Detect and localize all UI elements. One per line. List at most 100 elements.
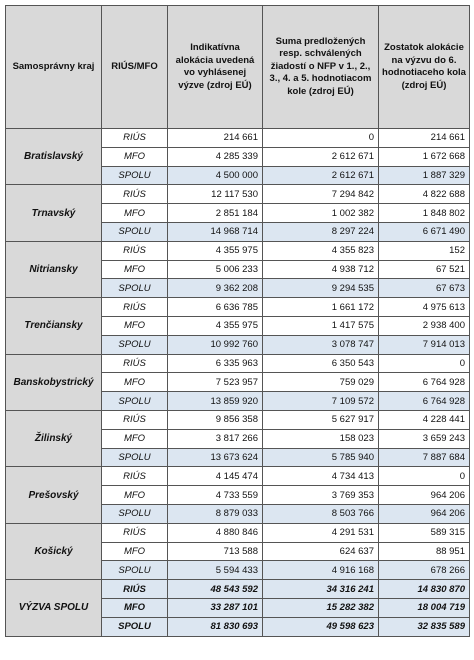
row-type: RIÚS: [101, 184, 168, 205]
alokacia-cell: 13 673 624: [167, 447, 263, 468]
table-row: Trenčiansky RIÚS 6 636 785 1 661 172 4 975 6…: [5, 297, 470, 355]
row-type: RIÚS: [101, 409, 168, 430]
table-row: SPOLU 13 859 920 7 109 572 6 764 928: [6, 391, 470, 411]
suma-cell: 1 002 382: [262, 203, 379, 223]
suma-cell: 4 938 712: [262, 259, 379, 280]
zostatok-cell: 6 671 490: [378, 221, 470, 242]
total-row: MFO 33 287 101 15 282 382 18 004 719: [6, 597, 470, 618]
suma-cell: 8 297 224: [262, 221, 379, 242]
suma-cell: 5 627 917: [262, 409, 379, 430]
suma-cell: 5 785 940: [262, 447, 379, 468]
alokacia-cell: 6 636 785: [167, 297, 263, 317]
alokacia-cell: 713 588: [167, 541, 263, 562]
suma-cell: 49 598 623: [262, 616, 379, 637]
table-row: MFO 2 851 184 1 002 382 1 848 802: [6, 203, 470, 223]
alokacia-cell: 4 285 339: [167, 146, 263, 167]
suma-cell: 7 294 842: [262, 184, 379, 205]
alokacia-cell: 13 859 920: [167, 391, 263, 411]
alokacia-cell: 4 880 846: [167, 522, 263, 543]
table-row: Prešovský RIÚS 4 145 474 4 734 413 0: [5, 466, 470, 524]
alokacia-cell: 6 335 963: [167, 353, 263, 374]
zostatok-cell: 964 206: [378, 485, 470, 505]
row-type: SPOLU: [101, 165, 168, 186]
zostatok-cell: 4 975 613: [378, 297, 470, 317]
header-kraj: Samosprávny kraj: [5, 5, 102, 129]
alokacia-cell: 5 006 233: [167, 259, 263, 280]
row-type: RIÚS: [101, 353, 168, 374]
alokacia-cell: 9 856 358: [167, 409, 263, 430]
suma-cell: 3 078 747: [262, 334, 379, 355]
row-type: MFO: [101, 315, 168, 336]
table-row: SPOLU 5 594 433 4 916 168 678 266: [6, 560, 470, 581]
zostatok-cell: 4 228 441: [378, 409, 470, 430]
zostatok-cell: 678 266: [378, 560, 470, 581]
table-row: SPOLU 10 992 760 3 078 747 7 914 013: [6, 334, 470, 355]
zostatok-cell: 67 673: [378, 278, 470, 299]
suma-cell: 2 612 671: [262, 146, 379, 167]
alokacia-cell: 4 145 474: [167, 466, 263, 487]
region-name: Trenčiansky: [5, 297, 102, 355]
alokacia-cell: 33 287 101: [167, 597, 263, 618]
row-type: MFO: [101, 259, 168, 280]
table-row: Bratislavský RIÚS 214 661 0 214 661: [5, 127, 470, 186]
zostatok-cell: 0: [378, 466, 470, 487]
zostatok-cell: 18 004 719: [378, 597, 470, 618]
region-name: Nitriansky: [5, 240, 102, 299]
header-suma: Suma predložených resp. schválených žiad…: [262, 5, 379, 129]
allocation-table: Samosprávny kraj RIÚS/MFO Indikatívna al…: [5, 5, 470, 637]
alokacia-cell: 3 817 266: [167, 428, 263, 449]
alokacia-cell: 4 733 559: [167, 485, 263, 505]
suma-cell: 6 350 543: [262, 353, 379, 374]
header-row: Samosprávny kraj RIÚS/MFO Indikatívna al…: [5, 5, 470, 129]
alokacia-cell: 10 992 760: [167, 334, 263, 355]
row-type: RIÚS: [101, 579, 168, 599]
table-row: MFO 4 733 559 3 769 353 964 206: [6, 485, 470, 505]
row-type: RIÚS: [101, 522, 168, 543]
zostatok-cell: 67 521: [378, 259, 470, 280]
alokacia-cell: 4 355 975: [167, 240, 263, 261]
zostatok-cell: 214 661: [378, 128, 470, 148]
alokacia-cell: 14 968 714: [167, 221, 263, 242]
alokacia-cell: 7 523 957: [167, 372, 263, 393]
row-type: SPOLU: [101, 278, 168, 299]
suma-cell: 4 291 531: [262, 522, 379, 543]
region-name: Žilinský: [5, 409, 102, 468]
row-type: RIÚS: [101, 240, 168, 261]
suma-cell: 4 734 413: [262, 466, 379, 487]
zostatok-cell: 152: [378, 240, 470, 261]
row-type: SPOLU: [101, 447, 168, 468]
alokacia-cell: 5 594 433: [167, 560, 263, 581]
row-type: RIÚS: [101, 297, 168, 317]
suma-cell: 0: [262, 128, 379, 148]
row-type: SPOLU: [101, 560, 168, 581]
row-type: MFO: [101, 597, 168, 618]
header-typ: RIÚS/MFO: [101, 5, 168, 129]
alokacia-cell: 214 661: [167, 128, 263, 148]
suma-cell: 4 355 823: [262, 240, 379, 261]
total-label: VÝZVA SPOLU: [5, 579, 102, 637]
zostatok-cell: 964 206: [378, 503, 470, 524]
alokacia-cell: 4 355 975: [167, 315, 263, 336]
total-row: VÝZVA SPOLU RIÚS 48 543 592 34 316 241 14 83…: [5, 579, 470, 637]
row-type: MFO: [101, 146, 168, 167]
row-type: RIÚS: [101, 128, 168, 148]
suma-cell: 15 282 382: [262, 597, 379, 618]
row-type: RIÚS: [101, 466, 168, 487]
zostatok-cell: 4 822 688: [378, 184, 470, 205]
zostatok-cell: 6 764 928: [378, 391, 470, 411]
region-name: Košický: [5, 522, 102, 581]
zostatok-cell: 1 848 802: [378, 203, 470, 223]
row-type: MFO: [101, 485, 168, 505]
zostatok-cell: 1 672 668: [378, 146, 470, 167]
header-alokacia: Indikatívna alokácia uvedená vo vyhlásen…: [167, 5, 263, 129]
zostatok-cell: 14 830 870: [378, 579, 470, 599]
table-row: Žilinský RIÚS 9 856 358 5 627 917 4 228 441: [5, 409, 470, 468]
suma-cell: 9 294 535: [262, 278, 379, 299]
row-type: SPOLU: [101, 334, 168, 355]
zostatok-cell: 7 887 684: [378, 447, 470, 468]
row-type: SPOLU: [101, 221, 168, 242]
zostatok-cell: 0: [378, 353, 470, 374]
suma-cell: 759 029: [262, 372, 379, 393]
alokacia-cell: 12 117 530: [167, 184, 263, 205]
table-row: SPOLU 8 879 033 8 503 766 964 206: [6, 503, 470, 524]
